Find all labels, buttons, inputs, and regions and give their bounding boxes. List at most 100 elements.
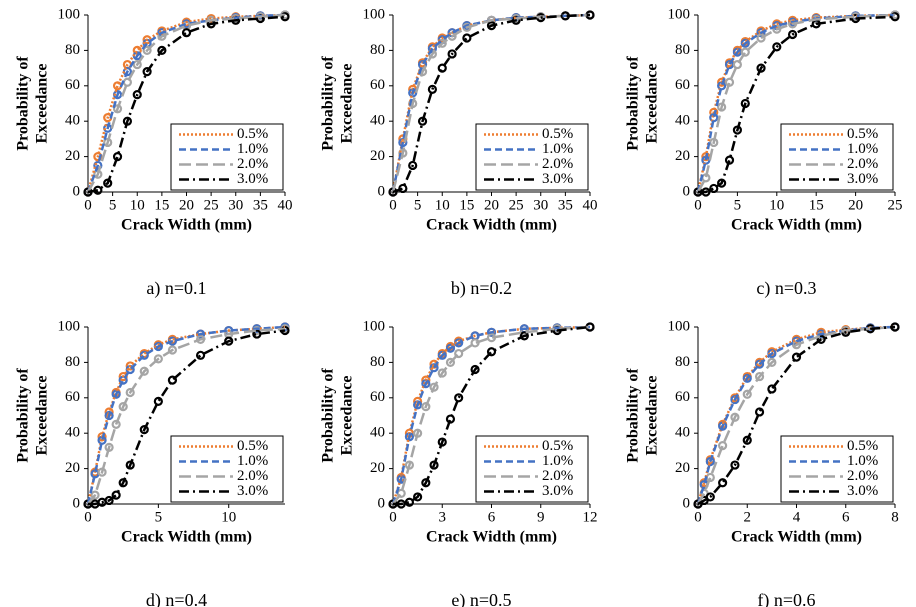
- x-axis-label: Crack Width (mm): [731, 529, 862, 546]
- y-axis-label: Probability of: [625, 56, 642, 151]
- legend-label: 1.0%: [237, 453, 268, 469]
- x-tick-label: 20: [848, 197, 863, 213]
- data-point: [142, 45, 152, 56]
- data-point: [111, 419, 121, 429]
- y-tick-label: 20: [370, 148, 385, 164]
- legend-label: 0.5%: [237, 438, 268, 454]
- series-line: [87, 327, 286, 505]
- x-tick-label: 0: [84, 509, 92, 525]
- x-tick-label: 0: [694, 197, 702, 213]
- y-tick-label: 100: [363, 318, 386, 334]
- data-point: [445, 357, 456, 367]
- series-line: [87, 15, 286, 194]
- y-axis-label: Exceedance: [34, 64, 51, 144]
- data-point: [280, 12, 290, 22]
- y-tick-label: 80: [370, 42, 385, 58]
- data-point: [118, 402, 128, 412]
- data-point: [767, 384, 777, 394]
- x-tick-label: 12: [583, 509, 598, 525]
- x-tick-label: 8: [891, 509, 899, 525]
- data-point: [767, 357, 777, 367]
- data-point: [730, 460, 740, 470]
- y-tick-label: 20: [65, 460, 80, 476]
- x-tick-label: 35: [558, 197, 573, 213]
- data-point: [104, 495, 114, 506]
- x-tick-label: 40: [278, 197, 293, 213]
- legend-label: 2.0%: [847, 156, 878, 172]
- y-axis-label: Exceedance: [34, 376, 51, 456]
- series-line: [86, 13, 286, 193]
- y-axis-label: Exceedance: [339, 376, 356, 456]
- y-tick-label: 100: [58, 318, 81, 334]
- y-tick-label: 60: [675, 389, 690, 405]
- legend-label: 2.0%: [542, 156, 573, 172]
- x-tick-label: 25: [888, 197, 903, 213]
- y-tick-label: 0: [378, 183, 386, 199]
- legend-label: 0.5%: [847, 126, 878, 142]
- y-tick-label: 0: [378, 495, 386, 511]
- data-point: [153, 354, 163, 364]
- data-point: [132, 59, 142, 70]
- y-axis-label: Exceedance: [339, 64, 356, 144]
- y-tick-label: 20: [675, 460, 690, 476]
- data-point: [470, 364, 480, 375]
- data-point: [445, 343, 456, 353]
- legend-label: 1.0%: [542, 141, 573, 157]
- y-tick-label: 40: [65, 425, 80, 441]
- x-tick-label: 40: [583, 197, 598, 213]
- y-axis-label: Exceedance: [644, 376, 661, 456]
- chart-panel: 0 20 40 60 80 100 0 5 10 15 20 25 Crack Width (mm) Pr…: [625, 6, 903, 299]
- y-tick-label: 60: [370, 77, 385, 93]
- x-axis-label: Crack Width (mm): [121, 529, 252, 546]
- chart-panel: 0 20 40 60 80 100 0 2 4 6 8 Crack Width (mm) Probabi…: [625, 318, 900, 607]
- series-line: [392, 13, 591, 194]
- data-point: [125, 460, 135, 470]
- data-point: [408, 160, 418, 171]
- y-tick-label: 80: [65, 354, 80, 370]
- x-tick-label: 15: [154, 197, 169, 213]
- data-point: [718, 478, 728, 488]
- y-tick-label: 60: [675, 77, 690, 93]
- legend-label: 0.5%: [237, 126, 268, 142]
- data-point: [754, 371, 765, 382]
- data-point: [740, 47, 750, 57]
- y-tick-label: 80: [65, 42, 80, 58]
- x-tick-label: 10: [130, 197, 145, 213]
- y-tick-label: 0: [683, 495, 691, 511]
- x-tick-label: 0: [389, 197, 397, 213]
- legend-label: 1.0%: [542, 453, 573, 469]
- y-tick-label: 20: [675, 148, 690, 164]
- data-point: [730, 412, 740, 422]
- y-tick-label: 100: [58, 6, 81, 22]
- x-tick-label: 9: [537, 509, 545, 525]
- data-point: [705, 492, 715, 502]
- data-point: [153, 396, 163, 406]
- caption: d) n=0.4: [146, 590, 207, 607]
- legend-label: 2.0%: [237, 468, 268, 484]
- y-tick-label: 0: [73, 183, 81, 199]
- data-point: [413, 492, 423, 502]
- series-line: [391, 325, 591, 505]
- x-tick-label: 3: [439, 509, 447, 525]
- data-point: [816, 334, 826, 344]
- y-tick-label: 80: [675, 42, 690, 58]
- x-tick-label: 6: [842, 509, 850, 525]
- caption: a) n=0.1: [146, 278, 206, 299]
- x-tick-label: 0: [84, 197, 92, 213]
- data-point: [718, 440, 728, 451]
- y-tick-label: 100: [668, 318, 691, 334]
- data-point: [756, 28, 766, 38]
- data-point: [139, 425, 149, 435]
- y-tick-label: 0: [683, 183, 691, 199]
- legend-label: 3.0%: [237, 483, 268, 499]
- chart-panel: 0 20 40 60 80 100 0 5 10 Crack Width (mm) Probabil…: [15, 318, 290, 607]
- data-point: [454, 393, 464, 403]
- data-point: [462, 33, 472, 43]
- x-tick-label: 5: [414, 197, 422, 213]
- x-axis-label: Crack Width (mm): [731, 217, 862, 234]
- data-point: [167, 375, 178, 385]
- x-tick-label: 30: [228, 197, 243, 213]
- data-point: [181, 28, 192, 38]
- data-point: [754, 407, 765, 417]
